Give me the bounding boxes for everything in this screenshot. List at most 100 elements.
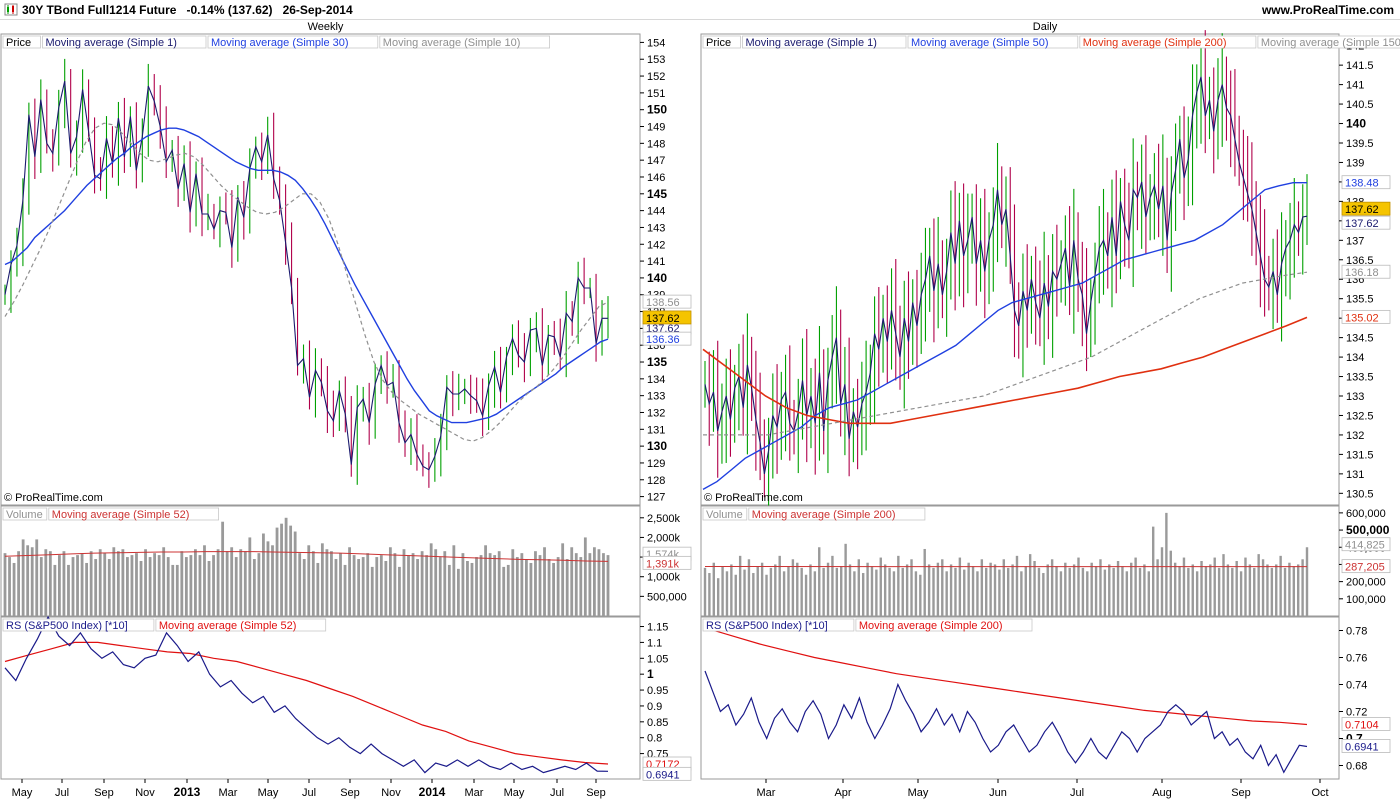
weekly-volume-bar: [348, 547, 351, 616]
daily-volume-bar: [1187, 567, 1190, 616]
daily-sma200-value-box: [1341, 309, 1391, 324]
daily-rs-ytick-label: 0.68: [1346, 761, 1367, 773]
daily-rs-legend-box-1: [855, 618, 1033, 632]
weekly-volume-bar: [71, 557, 75, 616]
weekly-xtick-label: Sep: [340, 787, 360, 799]
weekly-volume-bar: [30, 547, 34, 616]
weekly-volume-bar: [198, 555, 202, 616]
daily-volume-bar: [1235, 561, 1238, 616]
daily-volume-bar: [941, 559, 944, 616]
weekly-price-ytick-label: 154: [647, 37, 665, 49]
daily-volume-bar: [765, 574, 768, 616]
daily-sma150-line: [703, 271, 1308, 436]
daily-volume-bar: [730, 564, 733, 616]
daily-sma150-value-box: [1341, 264, 1391, 279]
weekly-xtick-label: 2014: [419, 785, 446, 799]
weekly-volume-bar: [330, 551, 333, 616]
weekly-volume-bar: [248, 537, 252, 616]
weekly-volume-legend-box-1: [48, 507, 220, 521]
daily-volume-bar: [1050, 559, 1054, 616]
daily-volume-legend: Volume Moving average (Simple 200): [702, 507, 926, 521]
weekly-xtick-label: Nov: [135, 787, 155, 799]
weekly-volume-bar: [339, 553, 342, 616]
daily-volume-bar: [1261, 559, 1265, 616]
daily-volume-bar: [835, 567, 839, 616]
daily-volume-bar: [883, 564, 887, 616]
weekly-volume-bar: [212, 555, 215, 616]
weekly-price-legend-item-0: Price: [6, 37, 31, 49]
weekly-volume-bar: [379, 555, 383, 616]
daily-price-legend-box-0: [702, 35, 741, 49]
daily-price-legend-item-1: Moving average (Simple 1): [746, 37, 877, 49]
daily-copyright: © ProRealTime.com: [704, 492, 803, 504]
daily-price-ytick-label: 141: [1346, 80, 1364, 92]
weekly-xtick-label: Jul: [550, 787, 564, 799]
weekly-volume-ytick-label: 1,000k: [647, 572, 681, 584]
weekly-volume-bar: [443, 551, 447, 616]
daily-volume-bar: [963, 569, 966, 616]
daily-sma150-value: 136.18: [1345, 267, 1379, 279]
daily-volume-bar: [826, 562, 830, 616]
daily-price-ytick-label: 131: [1346, 469, 1364, 481]
weekly-volume-bar: [62, 551, 66, 616]
weekly-xtick-label: Mar: [219, 787, 238, 799]
daily-volume-bar: [1064, 562, 1067, 616]
weekly-volume-bar: [543, 547, 546, 616]
weekly-volume-bar: [325, 549, 329, 616]
daily-volume-bar: [1222, 554, 1225, 616]
daily-volume-bar: [840, 566, 843, 616]
weekly-price-ytick-label: 142: [647, 239, 665, 251]
daily-rs-legend-item-0: RS (S&P500 Index) [*10]: [706, 620, 828, 632]
weekly-volume-ma-value: 1,391k: [646, 558, 680, 570]
weekly-volume-bar: [456, 568, 460, 616]
daily-volume-bar: [1108, 564, 1111, 616]
website-link[interactable]: www.ProRealTime.com: [1261, 3, 1394, 17]
daily-volume-bar: [1275, 564, 1278, 616]
weekly-volume-legend: Volume Moving average (Simple 52): [2, 507, 220, 521]
weekly-volume-bar: [58, 555, 61, 616]
weekly-volume-bar: [26, 545, 30, 616]
weekly-volume-bar: [416, 559, 419, 616]
daily-rs-legend-item-1: Moving average (Simple 200): [859, 620, 1003, 632]
weekly-xtick-label: Jul: [302, 787, 316, 799]
weekly-volume-bar: [520, 553, 524, 616]
daily-volume-bar: [831, 555, 834, 616]
daily-volume-bar: [1152, 526, 1155, 616]
daily-volume-bar: [721, 566, 724, 616]
daily-volume-bar: [769, 567, 773, 616]
daily-volume-bar: [1015, 555, 1019, 616]
weekly-volume-bar: [334, 559, 338, 616]
daily-volume-bar: [1138, 567, 1142, 616]
weekly-copyright: © ProRealTime.com: [4, 492, 103, 504]
weekly-volume-bar: [302, 559, 306, 616]
daily-volume-bar: [1305, 547, 1309, 616]
daily-price-ytick-label: 132: [1346, 430, 1364, 442]
daily-volume-bar: [1297, 564, 1300, 616]
daily-rs-line: [704, 670, 1308, 774]
daily-sma50-value: 138.48: [1345, 178, 1379, 190]
daily-volume-bars: [703, 512, 1309, 616]
weekly-price-ytick-label: 135: [647, 355, 667, 369]
weekly-price-legend-box-0: [2, 35, 41, 49]
weekly-rs-legend: RS (S&P500 Index) [*10] Moving average (S…: [2, 618, 327, 632]
daily-last-price-box: [1341, 201, 1391, 216]
daily-xtick-label: May: [908, 787, 929, 799]
daily-volume-bar: [747, 559, 751, 616]
daily-volume-legend-item-1: Moving average (Simple 200): [752, 509, 896, 521]
daily-volume-bar: [1288, 562, 1291, 616]
weekly-volume-bar: [85, 562, 89, 616]
weekly-volume-bar: [89, 551, 93, 616]
weekly-volume-bar: [370, 566, 374, 616]
weekly-rs-ytick-label: 0.95: [647, 685, 668, 697]
weekly-volume-bar: [506, 564, 510, 616]
weekly-volume-bar: [470, 562, 474, 616]
weekly-xtick-label: Jul: [55, 787, 69, 799]
daily-volume-bar: [708, 573, 711, 616]
weekly-rs-ytick-label: 0.8: [647, 733, 662, 745]
daily-sma50-value-box: [1341, 175, 1391, 190]
weekly-volume-bar: [289, 525, 293, 616]
weekly-xtick-label: May: [258, 787, 279, 799]
weekly-volume-bar: [230, 547, 234, 616]
daily-volume-bar: [1033, 561, 1036, 616]
